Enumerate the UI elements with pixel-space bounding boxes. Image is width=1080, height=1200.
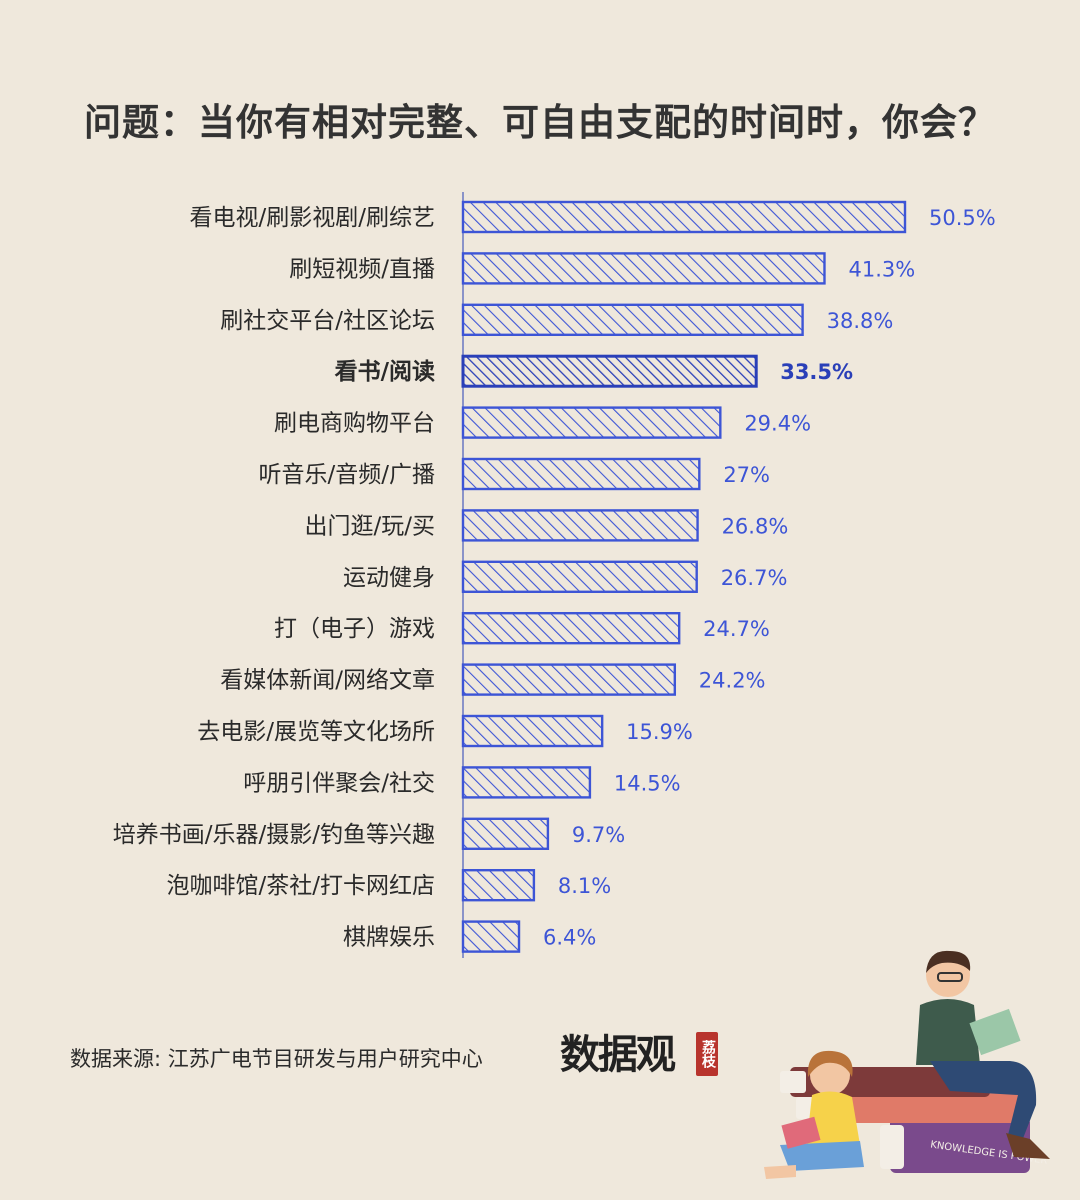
man-glasses	[937, 972, 963, 982]
value-label: 8.1%	[558, 874, 611, 898]
value-label: 41.3%	[848, 257, 915, 281]
category-label: 培养书画/乐器/摄影/钓鱼等兴趣	[113, 822, 435, 848]
man-shoe	[1006, 1133, 1050, 1159]
book-bottom-pages	[880, 1125, 904, 1169]
bar	[461, 303, 804, 336]
book-top-pages	[780, 1071, 806, 1093]
category-label: 看媒体新闻/网络文章	[220, 668, 435, 694]
bar	[461, 509, 699, 542]
book-middle	[810, 1093, 1020, 1123]
brand-stamp: 荔枝	[696, 1032, 718, 1076]
bars-group: 看电视/刷影视剧/刷综艺 50.5% 刷短视频/直播 41.3% 刷社交平台/社区论坛 3…	[113, 200, 996, 953]
bar	[461, 714, 604, 748]
value-label: 26.8%	[722, 514, 789, 538]
value-label: 33.5%	[780, 360, 853, 384]
value-label: 15.9%	[626, 720, 693, 744]
bar	[461, 612, 681, 645]
girl-body	[806, 1091, 860, 1149]
category-label: 刷社交平台/社区论坛	[220, 308, 435, 334]
value-label: 14.5%	[614, 771, 681, 795]
value-label: 24.7%	[703, 617, 770, 641]
category-label: 刷电商购物平台	[274, 411, 435, 437]
category-label: 打（电子）游戏	[274, 616, 435, 642]
bar	[461, 252, 826, 285]
man-body	[916, 999, 980, 1065]
man-hair	[926, 950, 971, 973]
bar	[461, 869, 536, 902]
category-label: 运动健身	[343, 565, 435, 591]
reading-people-illustration: KNOWLEDGE IS POWER	[764, 950, 1050, 1179]
bar	[461, 354, 758, 388]
value-label: 9.7%	[572, 823, 625, 847]
bar	[461, 560, 698, 593]
category-label: 泡咖啡馆/茶社/打卡网红店	[167, 873, 436, 899]
girl-feet	[764, 1165, 796, 1179]
bar	[461, 457, 701, 491]
girl-legs	[780, 1141, 864, 1171]
brand-logo: 数据观	[560, 1031, 676, 1078]
chart-title: 问题：当你有相对完整、可自由支配的时间时，你会？	[84, 101, 996, 144]
girl-book	[781, 1116, 821, 1149]
category-label: 去电影/展览等文化场所	[197, 719, 435, 745]
man-legs	[930, 1061, 1037, 1141]
category-label: 听音乐/音频/广播	[259, 462, 436, 488]
book-bottom	[890, 1117, 1030, 1173]
value-label: 50.5%	[929, 206, 996, 230]
bar	[461, 200, 907, 234]
bar	[461, 766, 592, 799]
man-book	[969, 1008, 1021, 1056]
category-label: 刷短视频/直播	[289, 256, 435, 282]
bar	[461, 817, 550, 850]
bar	[461, 920, 521, 953]
category-label: 棋牌娱乐	[343, 925, 435, 951]
girl-hair	[807, 1050, 853, 1077]
category-label: 出门逛/玩/买	[305, 513, 436, 539]
bar-chart: 看电视/刷影视剧/刷综艺 50.5% 刷短视频/直播 41.3% 刷社交平台/社区论坛 3…	[113, 192, 996, 958]
value-label: 27%	[723, 463, 770, 487]
data-source: 数据来源: 江苏广电节目研发与用户研究中心	[70, 1047, 483, 1071]
category-label: 看书/阅读	[335, 359, 435, 385]
value-label: 26.7%	[721, 566, 788, 590]
category-label: 看电视/刷影视剧/刷综艺	[190, 205, 436, 231]
bar	[461, 663, 677, 696]
value-label: 24.2%	[699, 669, 766, 693]
category-label: 呼朋引伴聚会/社交	[243, 770, 435, 796]
value-label: 29.4%	[744, 412, 811, 436]
bar	[461, 406, 722, 439]
value-label: 6.4%	[543, 926, 596, 950]
value-label: 38.8%	[827, 309, 894, 333]
